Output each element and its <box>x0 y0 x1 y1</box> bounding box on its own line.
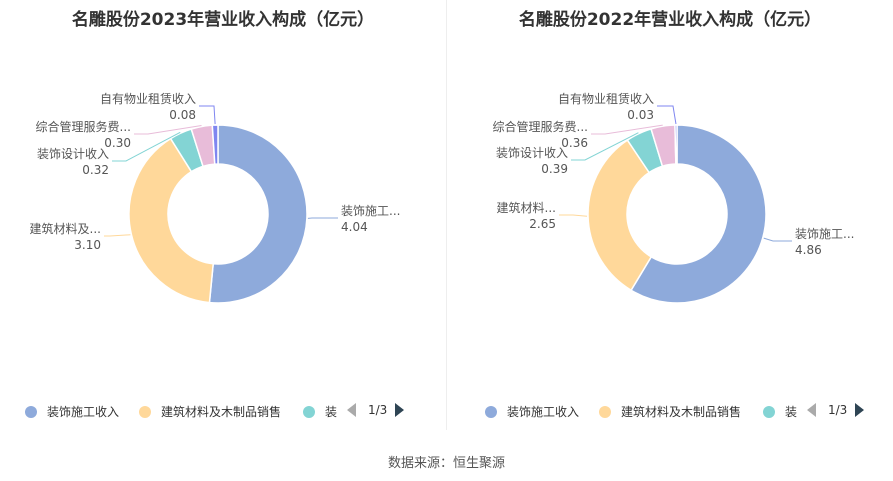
legend-dot <box>303 405 315 418</box>
legend-label: 建筑材料及木制品销售 <box>161 405 282 419</box>
slice-label: 装饰设计收入 <box>37 147 109 161</box>
leader-line <box>763 237 792 242</box>
slice-value: 4.04 <box>341 220 368 234</box>
prev-page-icon[interactable] <box>347 403 356 417</box>
legend-pager: 1/3 <box>807 403 865 417</box>
slice-value: 0.39 <box>541 162 568 176</box>
slice-label: 综合管理服务费... <box>493 119 588 134</box>
leader-line <box>112 131 181 162</box>
slice-value: 0.03 <box>627 108 654 122</box>
next-page-icon[interactable] <box>395 403 405 417</box>
slice-value: 0.30 <box>104 136 131 150</box>
slice-label: 自有物业租赁收入 <box>100 92 196 106</box>
donut-chart-2023: 装饰施工... 4.04 建筑材料及... 3.10 装饰设计收入 0.32 综合管理服务费… <box>30 92 400 304</box>
legend-item[interactable]: 装饰施工收入 <box>25 403 119 420</box>
page-indicator: 1/3 <box>368 403 388 417</box>
donut-slice[interactable] <box>630 124 767 304</box>
leader-line <box>559 214 588 217</box>
legend-label: 装 <box>325 405 338 419</box>
legend-label: 装饰施工收入 <box>47 405 120 419</box>
slice-value: 0.36 <box>561 136 588 150</box>
slice-value: 0.32 <box>82 163 109 177</box>
divider <box>446 0 447 430</box>
legend-item[interactable]: 建筑材料及木制品销售 <box>599 403 741 420</box>
slice-label: 自有物业租赁收入 <box>558 92 654 106</box>
donut-chart-2022: 装饰施工... 4.86 建筑材料... 2.65 装饰设计收入 0.39 综合管理服务费.… <box>493 92 854 304</box>
leader-line <box>134 125 202 135</box>
legend-item[interactable]: 装 <box>763 403 797 420</box>
leader-line <box>657 105 677 125</box>
chart-title: 名雕股份2022年营业收入构成（亿元） <box>518 10 822 30</box>
donut-slice[interactable] <box>208 124 308 304</box>
legend-dot <box>763 405 775 418</box>
chart-panel-2023: 名雕股份2023年营业收入构成（亿元） 装饰施工... 4.04 建筑材料及... 3… <box>0 0 446 430</box>
legend-dot <box>599 405 611 418</box>
slice-value: 2.65 <box>529 217 556 231</box>
chart-panel-2022: 名雕股份2022年营业收入构成（亿元） 装饰施工... 4.86 建筑材料... 2.… <box>447 0 893 430</box>
chart-title: 名雕股份2023年营业收入构成（亿元） <box>71 10 375 30</box>
legend-label: 装 <box>785 405 798 419</box>
donut-slice[interactable] <box>674 124 678 165</box>
slice-label: 建筑材料... <box>497 200 556 215</box>
legend-dot <box>25 405 37 418</box>
donut-slice[interactable] <box>211 124 219 165</box>
slice-label: 综合管理服务费... <box>36 119 131 134</box>
legend-dot <box>139 405 151 418</box>
legend-item[interactable]: 装饰施工收入 <box>485 403 579 420</box>
leader-line <box>591 124 663 135</box>
slice-label: 装饰施工... <box>795 227 854 241</box>
legend-pager: 1/3 <box>347 403 405 417</box>
leader-line <box>199 105 216 125</box>
legend-dot <box>485 405 497 418</box>
next-page-icon[interactable] <box>855 403 865 417</box>
legend-item[interactable]: 建筑材料及木制品销售 <box>139 403 281 420</box>
slice-value: 0.08 <box>169 108 196 122</box>
data-source: 数据来源：恒生聚源 <box>387 456 505 471</box>
donut-slice[interactable] <box>587 139 653 292</box>
slice-label: 装饰设计收入 <box>496 146 568 160</box>
slice-label: 装饰施工... <box>341 204 400 218</box>
legend-label: 装饰施工收入 <box>507 405 580 419</box>
slice-label: 建筑材料及... <box>30 221 101 236</box>
prev-page-icon[interactable] <box>807 403 816 417</box>
leader-line <box>571 132 639 161</box>
leader-line <box>104 234 131 237</box>
legend-label: 建筑材料及木制品销售 <box>621 405 742 419</box>
legend-item[interactable]: 装 <box>303 403 337 420</box>
slice-value: 3.10 <box>74 238 101 252</box>
donut-slice[interactable] <box>128 137 215 304</box>
slice-value: 4.86 <box>795 243 822 257</box>
page-indicator: 1/3 <box>828 403 848 417</box>
